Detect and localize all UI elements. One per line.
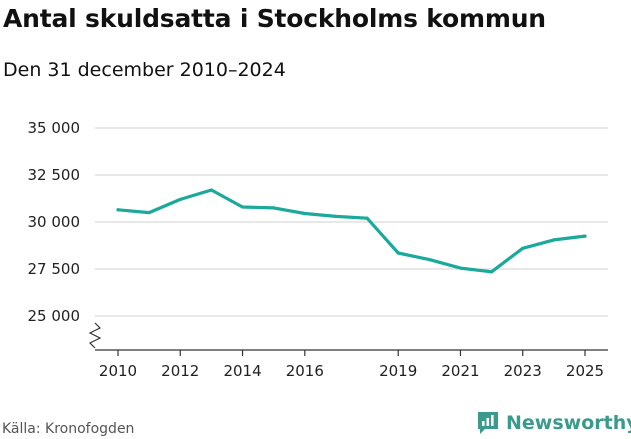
data-point — [583, 234, 587, 238]
axis-break-icon — [88, 322, 102, 349]
data-point — [178, 197, 182, 202]
brand-logo: Newsworthy — [476, 408, 631, 438]
x-tick-label: 2016 — [286, 362, 324, 380]
y-tick-label: 30 000 — [28, 213, 81, 231]
y-tick-label: 27 500 — [28, 260, 81, 278]
chart-title: Antal skuldsatta i Stockholms kommun — [3, 4, 546, 33]
data-point — [116, 208, 120, 212]
series-line — [116, 188, 587, 274]
data-point — [552, 238, 556, 242]
data-point — [365, 216, 369, 220]
x-tick-label: 2025 — [566, 362, 604, 380]
data-point — [490, 270, 494, 274]
data-point — [147, 211, 151, 215]
y-tick-label: 25 000 — [28, 307, 81, 325]
data-point — [240, 205, 245, 209]
data-point — [272, 206, 276, 210]
x-tick-label: 2012 — [161, 362, 199, 380]
data-point — [334, 214, 338, 218]
data-point — [303, 211, 307, 216]
data-point — [396, 251, 400, 255]
x-tick-label: 2023 — [504, 362, 542, 380]
data-point — [521, 246, 525, 250]
x-tick-label: 2010 — [99, 362, 137, 380]
data-point — [427, 258, 431, 262]
y-tick-label: 32 500 — [28, 166, 81, 184]
source-note: Källa: Kronofogden — [2, 421, 135, 437]
newsworthy-logo-icon — [478, 412, 498, 434]
x-tick-label: 2021 — [441, 362, 479, 380]
x-tick-label: 2014 — [223, 362, 261, 380]
data-point — [209, 188, 213, 192]
x-tick-label: 2019 — [379, 362, 417, 380]
data-point — [458, 266, 463, 270]
y-tick-label: 35 000 — [28, 119, 81, 137]
chart-subtitle: Den 31 december 2010–2024 — [3, 59, 286, 81]
brand-name: Newsworthy — [506, 412, 631, 434]
